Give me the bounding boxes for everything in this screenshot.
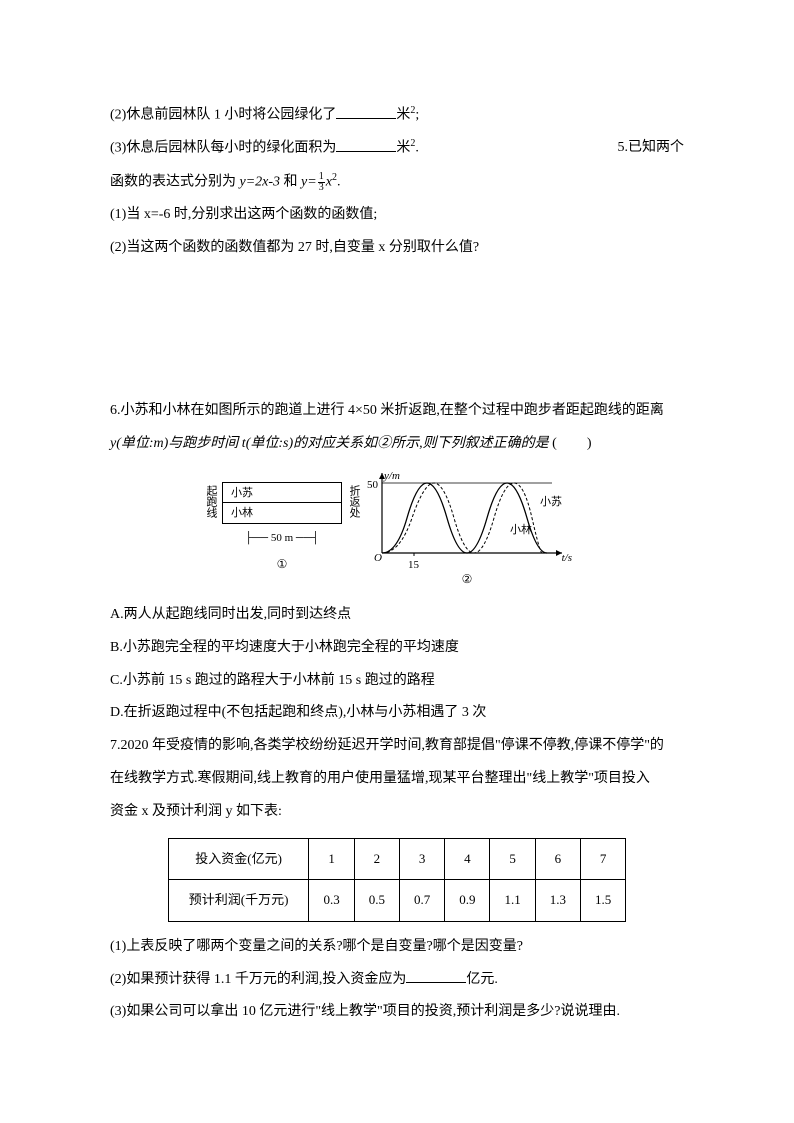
- q5-prefix: 5.已知两个: [618, 133, 685, 164]
- track-row-2: 小林: [223, 503, 341, 523]
- graph-ylabel: y/m: [384, 464, 400, 488]
- q2-text-after: 米: [396, 108, 410, 123]
- graph-origin: O: [374, 546, 382, 570]
- question-7-line1: 7.2020 年受疫情的影响,各类学校纷纷延迟开学时间,教育部提倡"停课不停教,…: [110, 731, 684, 762]
- option-c: C.小苏前 15 s 跑过的路程大于小林前 15 s 跑过的路程: [110, 666, 684, 697]
- table-cell: 0.9: [445, 880, 490, 922]
- question-7-sub1: (1)上表反映了哪两个变量之间的关系?哪个是自变量?哪个是因变量?: [110, 932, 684, 963]
- track-circled: ①: [222, 551, 342, 577]
- table-wrap: 投入资金(亿元) 1 2 3 4 5 6 7 预计利润(千万元) 0.3 0.5…: [110, 838, 684, 922]
- table-cell: 4: [445, 838, 490, 880]
- question-3: (3)休息后园林队每小时的绿化面积为米2. 5.已知两个: [110, 133, 684, 164]
- q3-end: .: [415, 141, 419, 156]
- track-diagram: 起跑线 折返处 小苏 小林 ├── 50 m ──┤ ①: [222, 482, 342, 578]
- question-7-line2: 在线教学方式.寒假期间,线上教育的用户使用量猛增,现某平台整理出"线上教学"项目…: [110, 764, 684, 795]
- q3-text-before: (3)休息后园林队每小时的绿化面积为: [110, 141, 336, 156]
- track-left-label: 起跑线: [205, 485, 216, 518]
- table-cell: 5: [490, 838, 535, 880]
- graph-xlabel: t/s: [562, 546, 572, 570]
- question-2: (2)休息前园林队 1 小时将公园绿化了米2;: [110, 100, 684, 131]
- track-bottom-text: 50 m: [271, 532, 293, 544]
- table-cell: 1.1: [490, 880, 535, 922]
- table-cell: 0.3: [309, 880, 354, 922]
- gap: [110, 266, 684, 396]
- question-6-line2: y(单位:m)与跑步时间 t(单位:s)的对应关系如②所示,则下列叙述正确的是 …: [110, 429, 684, 460]
- q2-end: ;: [415, 108, 419, 123]
- q2-text-before: (2)休息前园林队 1 小时将公园绿化了: [110, 108, 336, 123]
- option-b: B.小苏跑完全程的平均速度大于小林跑完全程的平均速度: [110, 633, 684, 664]
- graph-ymax: 50: [367, 473, 378, 497]
- arrow-left-icon: ├──: [245, 532, 268, 544]
- q3-blank[interactable]: [336, 136, 396, 152]
- question-5-line2: 函数的表达式分别为 y=2x-3 和 y=13x2.: [110, 167, 684, 198]
- q7-sub2-a: (2)如果预计获得 1.1 千万元的利润,投入资金应为: [110, 972, 406, 987]
- data-table: 投入资金(亿元) 1 2 3 4 5 6 7 预计利润(千万元) 0.3 0.5…: [168, 838, 626, 922]
- q5-eq1: y=2x-3: [236, 175, 284, 190]
- track-row-1: 小苏: [223, 483, 341, 503]
- question-6-line1: 6.小苏和小林在如图所示的跑道上进行 4×50 米折返跑,在整个过程中跑步者距起…: [110, 396, 684, 427]
- question-7-sub2: (2)如果预计获得 1.1 千万元的利润,投入资金应为 亿元.: [110, 965, 684, 996]
- table-row: 预计利润(千万元) 0.3 0.5 0.7 0.9 1.1 1.3 1.5: [168, 880, 625, 922]
- graph-name2: 小林: [510, 518, 532, 542]
- q6-paren-close: ): [587, 436, 592, 451]
- table-cell: 1.5: [580, 880, 625, 922]
- fraction: 13: [318, 172, 325, 193]
- table-cell: 6: [535, 838, 580, 880]
- graph-xtick: 15: [408, 553, 419, 577]
- table-header-2: 预计利润(千万元): [168, 880, 309, 922]
- q6-line2-a: y(单位:m)与跑步时间 t(单位:s)的对应关系如②所示,则下列叙述正确的是: [110, 436, 549, 451]
- q7-line3-text: 资金 x 及预计利润 y 如下表:: [110, 804, 282, 819]
- question-5-sub1: (1)当 x=-6 时,分别求出这两个函数的函数值;: [110, 200, 684, 231]
- question-7-sub3: (3)如果公司可以拿出 10 亿元进行"线上教学"项目的投资,预计利润是多少?说…: [110, 997, 684, 1028]
- table-cell: 0.5: [354, 880, 399, 922]
- table-cell: 0.7: [399, 880, 444, 922]
- option-a: A.两人从起跑线同时出发,同时到达终点: [110, 600, 684, 631]
- track-box: 起跑线 折返处 小苏 小林: [222, 482, 342, 524]
- graph-circled: ②: [362, 566, 572, 592]
- q7-sub2-blank[interactable]: [406, 967, 466, 983]
- q7-sub2-b: 亿元.: [466, 972, 498, 987]
- q5-eq2-y: y=: [301, 175, 317, 190]
- graph-name1: 小苏: [540, 490, 562, 514]
- question-5-sub2: (2)当这两个函数的函数值都为 27 时,自变量 x 分别取什么值?: [110, 233, 684, 264]
- q5-line2: 函数的表达式分别为: [110, 175, 236, 190]
- q5-end: .: [337, 175, 341, 190]
- table-cell: 7: [580, 838, 625, 880]
- q6-paren-open: (: [552, 436, 557, 451]
- track-right-label: 折返处: [348, 485, 359, 518]
- table-cell: 3: [399, 838, 444, 880]
- table-row: 投入资金(亿元) 1 2 3 4 5 6 7: [168, 838, 625, 880]
- q2-blank[interactable]: [336, 103, 396, 119]
- option-d: D.在折返跑过程中(不包括起跑和终点),小林与小苏相遇了 3 次: [110, 698, 684, 729]
- table-cell: 1.3: [535, 880, 580, 922]
- q3-text-after: 米: [396, 141, 410, 156]
- table-cell: 1: [309, 838, 354, 880]
- frac-den: 3: [318, 183, 325, 193]
- track-bottom: ├── 50 m ──┤: [222, 526, 342, 550]
- table-cell: 2: [354, 838, 399, 880]
- arrow-right-icon: ──┤: [296, 532, 319, 544]
- q5-and: 和: [284, 175, 302, 190]
- table-header-1: 投入资金(亿元): [168, 838, 309, 880]
- graph-diagram: y/m 50 O 15 t/s 小苏 小林 ②: [362, 468, 572, 592]
- question-7-line3: 资金 x 及预计利润 y 如下表:: [110, 797, 684, 828]
- diagram-container: 起跑线 折返处 小苏 小林 ├── 50 m ──┤ ①: [110, 468, 684, 592]
